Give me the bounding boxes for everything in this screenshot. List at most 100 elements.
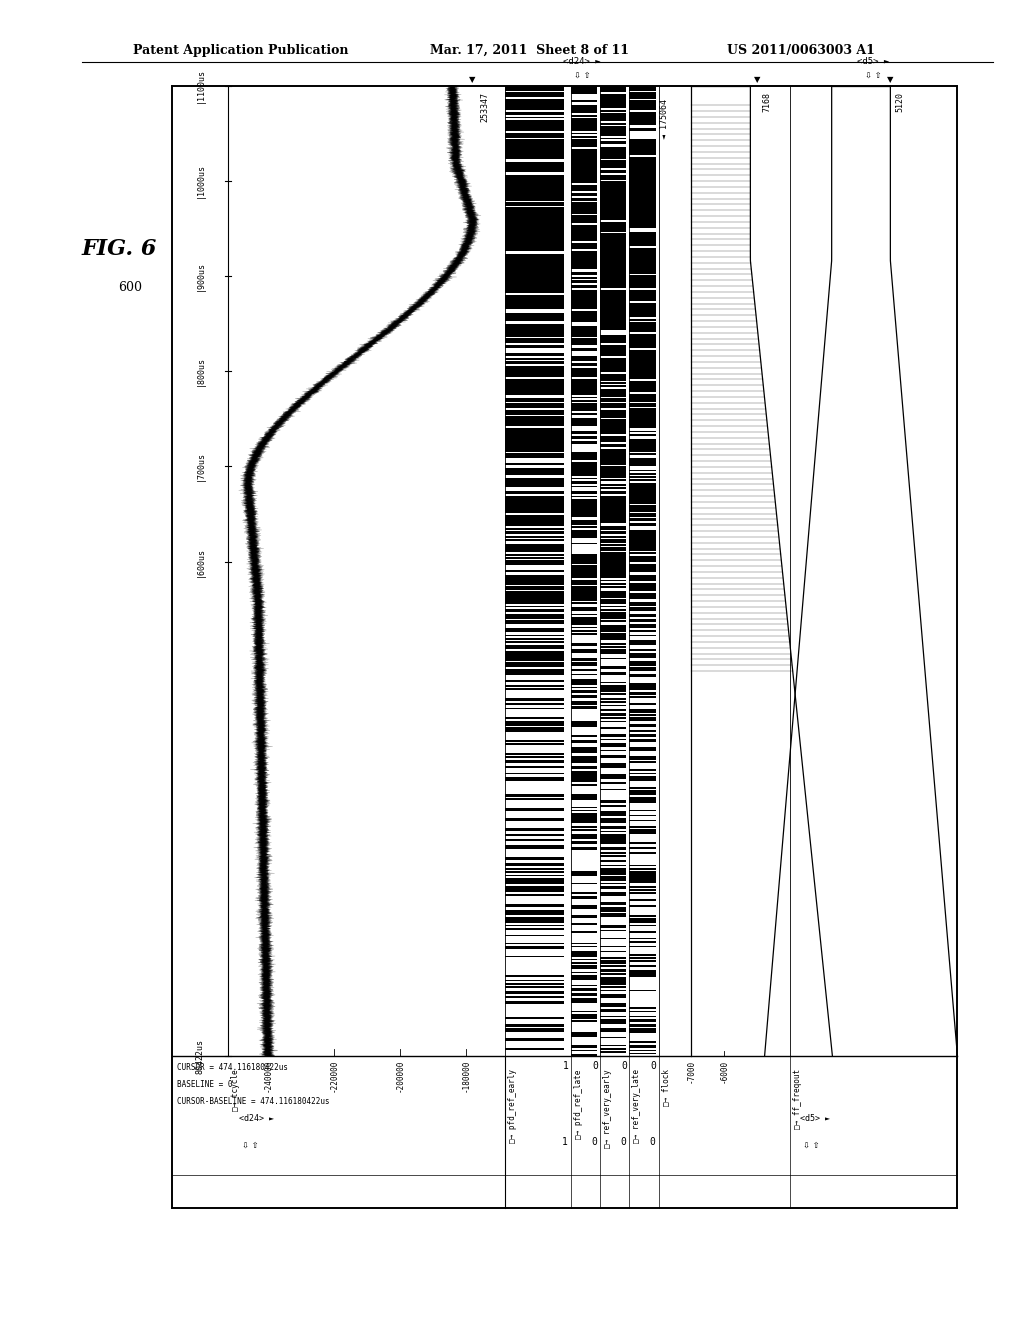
Bar (630, 309, 655, 312)
Bar (600, 181, 627, 183)
Bar (506, 544, 564, 545)
Bar (571, 312, 597, 313)
Bar (506, 777, 564, 779)
Bar (600, 495, 627, 498)
Bar (571, 306, 597, 308)
Bar (630, 190, 655, 191)
Bar (506, 210, 564, 213)
Bar (506, 298, 564, 300)
Bar (630, 371, 655, 372)
Bar (506, 504, 564, 506)
Bar (630, 395, 655, 397)
Bar (630, 1015, 655, 1018)
Bar (600, 879, 627, 880)
Bar (506, 372, 564, 374)
Bar (630, 88, 655, 91)
Bar (571, 455, 597, 457)
Bar (600, 842, 627, 843)
Bar (600, 544, 627, 545)
Bar (600, 1020, 627, 1022)
Bar (600, 907, 627, 908)
Bar (506, 255, 564, 256)
Bar (571, 424, 597, 426)
Bar (600, 345, 627, 347)
Bar (600, 459, 627, 462)
Bar (600, 428, 627, 429)
Bar (571, 684, 597, 685)
Bar (600, 152, 627, 154)
Bar (571, 338, 597, 341)
Bar (506, 437, 564, 438)
Bar (506, 673, 564, 676)
Bar (600, 649, 627, 651)
Bar (630, 198, 655, 199)
Bar (600, 487, 627, 490)
Bar (630, 669, 655, 671)
Bar (506, 186, 564, 187)
Bar (630, 359, 655, 362)
Bar (630, 620, 655, 622)
Bar (506, 187, 564, 190)
Bar (571, 238, 597, 240)
Bar (506, 665, 564, 668)
Bar (630, 779, 655, 780)
Bar (571, 977, 597, 978)
Bar (506, 264, 564, 265)
Bar (506, 886, 564, 887)
Bar (506, 334, 564, 335)
Text: □→ flock: □→ flock (662, 1069, 671, 1106)
Bar (600, 170, 627, 172)
Bar (571, 474, 597, 477)
Bar (506, 473, 564, 474)
Bar (571, 622, 597, 623)
Bar (571, 466, 597, 469)
Bar (600, 174, 627, 177)
Bar (600, 223, 627, 226)
Bar (630, 114, 655, 115)
Bar (506, 904, 564, 906)
Bar (506, 412, 564, 413)
Bar (506, 630, 564, 632)
Bar (600, 477, 627, 478)
Bar (506, 680, 564, 682)
Bar (600, 305, 627, 306)
Bar (571, 177, 597, 178)
Bar (506, 920, 564, 921)
Bar (600, 454, 627, 455)
Text: □→ pfd_ref_early: □→ pfd_ref_early (509, 1069, 517, 1143)
Bar (571, 797, 597, 799)
Text: -7000: -7000 (687, 1060, 696, 1084)
Bar (600, 756, 627, 758)
Bar (630, 1047, 655, 1048)
Bar (600, 735, 627, 737)
Bar (506, 577, 564, 578)
Bar (506, 441, 564, 442)
Bar (571, 319, 597, 321)
Bar (506, 428, 564, 429)
Bar (630, 187, 655, 190)
Text: ⇩ ⇧: ⇩ ⇧ (865, 70, 882, 79)
Bar (506, 576, 564, 577)
Bar (506, 388, 564, 391)
Bar (571, 576, 597, 577)
Bar (571, 385, 597, 387)
Bar (571, 690, 597, 692)
Bar (571, 255, 597, 256)
Bar (600, 961, 627, 962)
Bar (630, 201, 655, 202)
Bar (600, 558, 627, 561)
Bar (630, 593, 655, 594)
Bar (630, 330, 655, 333)
Bar (630, 191, 655, 193)
Bar (506, 455, 564, 457)
Bar (571, 809, 597, 812)
Bar (506, 143, 564, 144)
Bar (571, 226, 597, 227)
Bar (600, 1015, 627, 1018)
Bar (571, 527, 597, 528)
Bar (571, 486, 597, 487)
Bar (630, 276, 655, 277)
Bar (571, 368, 597, 370)
Text: US 2011/0063003 A1: US 2011/0063003 A1 (727, 44, 874, 57)
Bar (600, 688, 627, 690)
